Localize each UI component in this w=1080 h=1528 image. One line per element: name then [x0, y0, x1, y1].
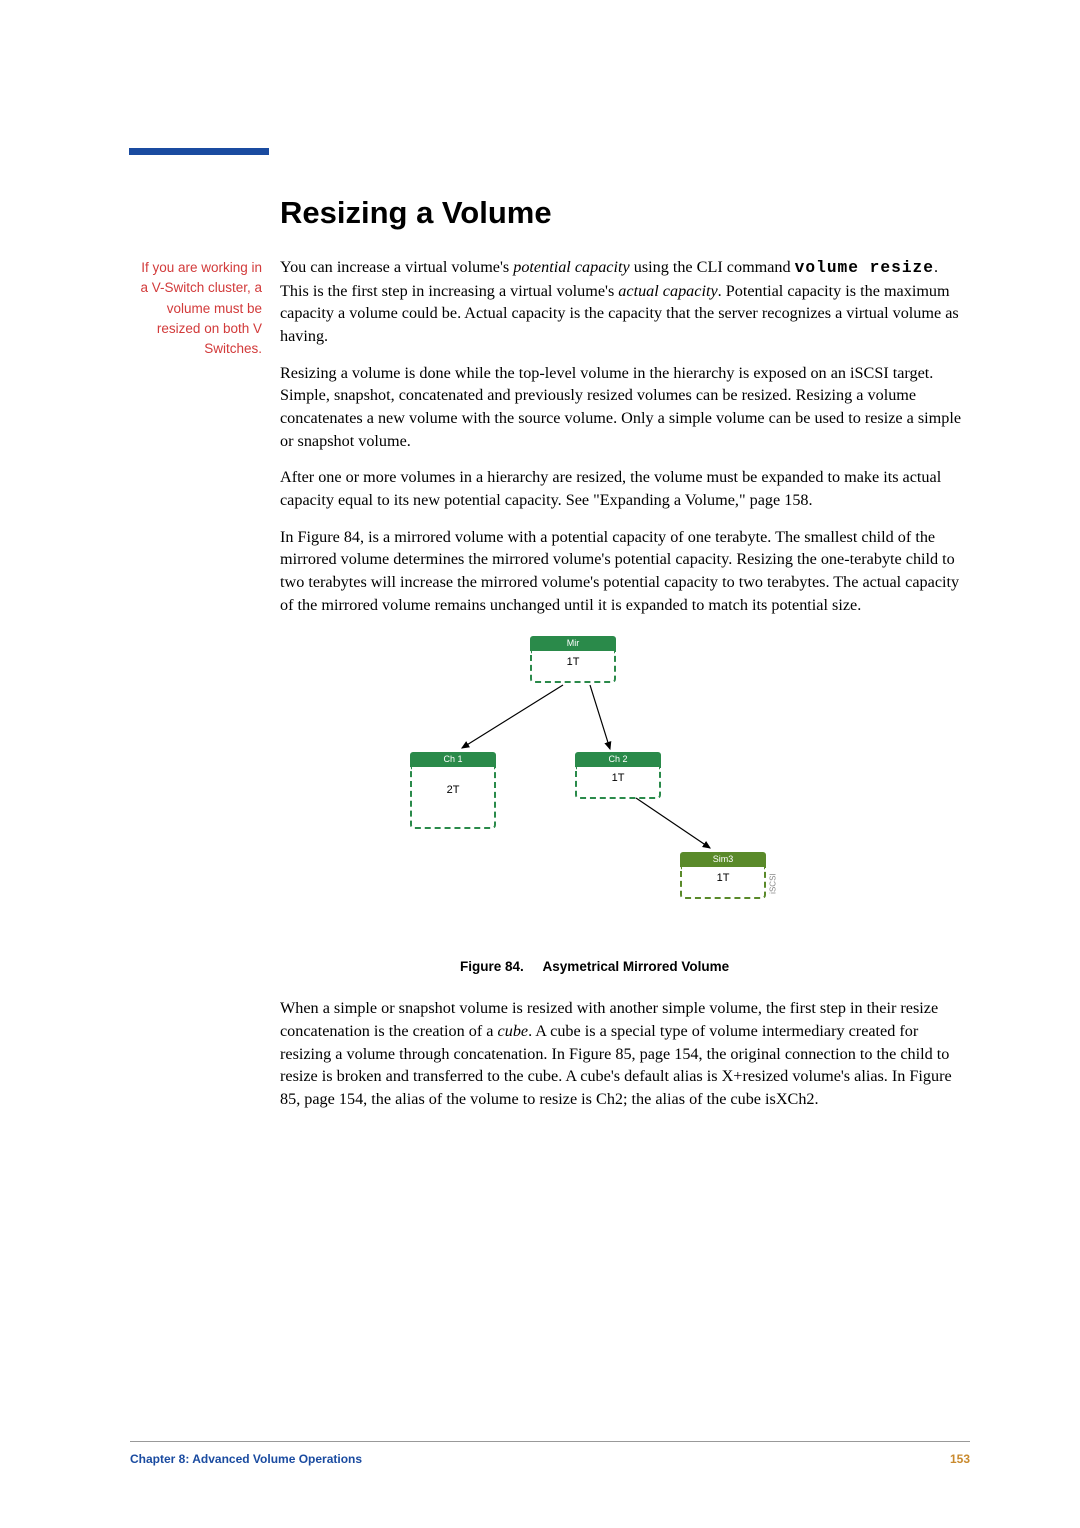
figure-number: Figure 84. [460, 959, 524, 974]
paragraph: You can increase a virtual volume's pote… [280, 256, 970, 348]
term-actual-capacity: actual capacity [618, 282, 717, 300]
node-mir: Mir 1T [530, 636, 616, 683]
paragraph: Resizing a volume is done while the top-… [280, 362, 970, 453]
footer-page-number: 153 [950, 1452, 970, 1466]
paragraph: When a simple or snapshot volume is resi… [280, 997, 970, 1110]
figure-title: Asymetrical Mirrored Volume [543, 959, 730, 974]
page-container: Resizing a Volume If you are working in … [0, 0, 1080, 1528]
figure-caption: Figure 84. Asymetrical Mirrored Volume [460, 958, 970, 977]
node-label: Mir [530, 636, 616, 651]
paragraph: In Figure 84, is a mirrored volume with … [280, 526, 970, 617]
node-ch2: Ch 2 1T [575, 752, 661, 799]
footer-chapter: Chapter 8: Advanced Volume Operations [130, 1452, 362, 1466]
margin-note: If you are working in a V-Switch cluster… [130, 256, 262, 1125]
term-cube: cube [498, 1022, 529, 1040]
body-text: You can increase a virtual volume's pote… [280, 256, 970, 1125]
node-value: 1T [680, 867, 766, 899]
node-value: 2T [410, 767, 496, 829]
content-row: If you are working in a V-Switch cluster… [130, 256, 970, 1125]
paragraph: After one or more volumes in a hierarchy… [280, 466, 970, 511]
node-label: Sim3 [680, 852, 766, 867]
node-ch1: Ch 1 2T [410, 752, 496, 829]
section-heading: Resizing a Volume [280, 195, 970, 231]
text: You can increase a virtual volume's [280, 258, 513, 276]
node-value: 1T [530, 651, 616, 683]
node-label: Ch 1 [410, 752, 496, 767]
accent-bar [129, 148, 269, 155]
text: using the CLI command [630, 258, 795, 276]
node-sim3: Sim3 1T [680, 852, 766, 899]
term-potential-capacity: potential capacity [513, 258, 629, 276]
cli-command: volume resize [795, 259, 934, 277]
iscsi-label: iSCSI [768, 874, 779, 894]
node-label: Ch 2 [575, 752, 661, 767]
figure-diagram: Mir 1T Ch 1 2T Ch 2 1T Sim3 1T i [280, 630, 970, 940]
page-footer: Chapter 8: Advanced Volume Operations 15… [130, 1441, 970, 1466]
node-value: 1T [575, 767, 661, 799]
